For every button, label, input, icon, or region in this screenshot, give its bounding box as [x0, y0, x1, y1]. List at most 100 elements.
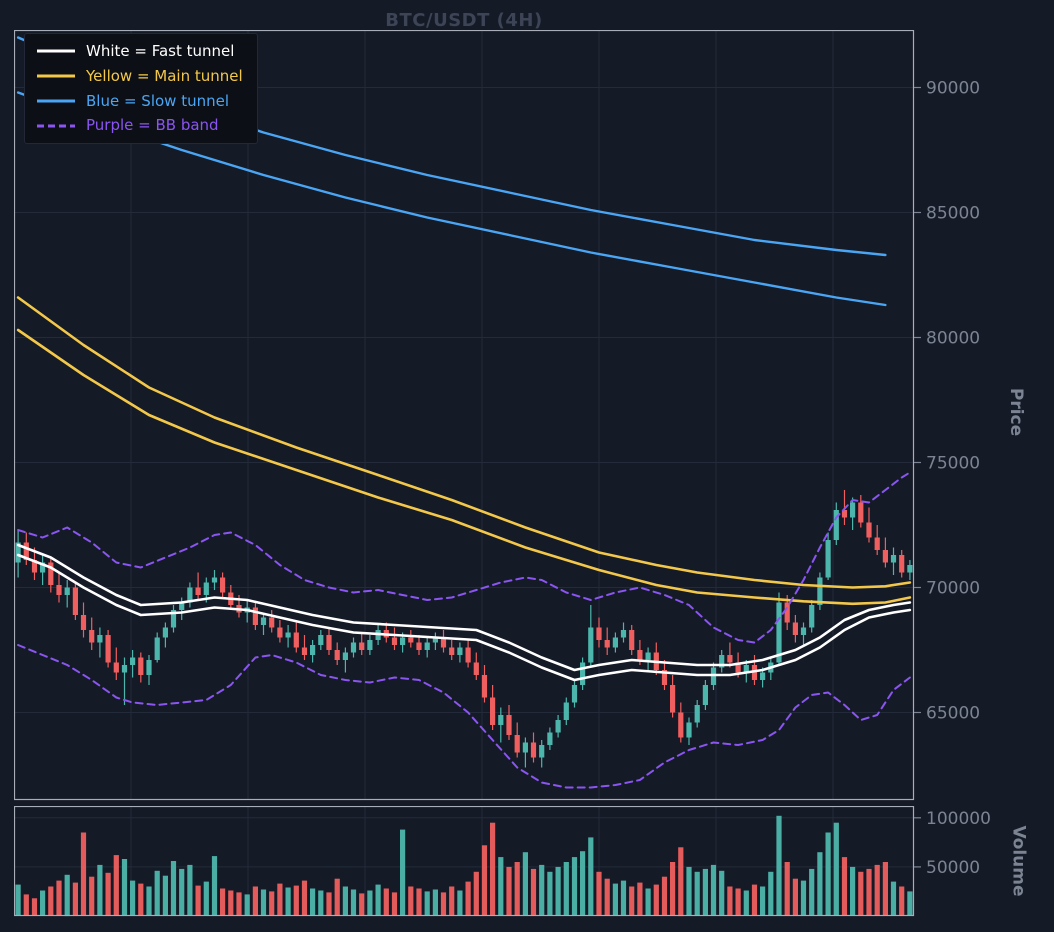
volume-bar — [350, 889, 357, 916]
candle-body — [490, 697, 496, 725]
volume-bar — [220, 888, 226, 916]
candle-body — [449, 647, 455, 655]
volume-bar — [735, 888, 741, 916]
fast_tunnel_upper-line — [16, 543, 912, 672]
volume-bar — [56, 880, 62, 916]
candle-body — [457, 647, 463, 655]
candle-body — [89, 630, 95, 643]
volume-bar — [563, 862, 569, 916]
candle-body — [179, 602, 185, 610]
volume-bar — [64, 874, 70, 917]
candle-body — [130, 657, 136, 665]
candle-body — [539, 745, 545, 758]
volume-bar — [841, 857, 848, 916]
candle-body — [318, 635, 324, 645]
candle-body — [203, 582, 209, 595]
volume-bar — [375, 884, 381, 916]
volume-bar — [874, 864, 880, 916]
volume-bar — [588, 837, 594, 916]
candle-body — [817, 577, 823, 605]
volume-bar — [661, 876, 668, 916]
volume-bar — [768, 871, 774, 916]
volume-bar — [301, 880, 308, 916]
candle-body — [882, 550, 888, 563]
candle-body — [105, 635, 111, 663]
volume-bar — [522, 852, 528, 916]
candle-body — [890, 555, 897, 563]
volume-bar — [670, 862, 676, 916]
candle-body — [596, 627, 602, 640]
volume-axis-label: Volume — [1008, 825, 1029, 897]
candle-body — [211, 577, 218, 583]
price-tick-label: 80000 — [926, 329, 980, 349]
price-gridlines — [14, 30, 914, 800]
volume-tick-label: 100000 — [926, 809, 991, 829]
candle-body — [31, 560, 38, 573]
candle-body — [408, 637, 414, 643]
legend-item-label: White = Fast tunnel — [86, 42, 235, 60]
price-axis-label: Price — [1006, 387, 1027, 437]
candle-body — [833, 510, 839, 540]
candle-body — [686, 722, 692, 738]
candle-body — [170, 610, 177, 628]
volume-bar — [211, 856, 218, 916]
volume-bar — [604, 878, 610, 916]
volume-bar — [72, 882, 78, 916]
volume-bar — [580, 851, 586, 916]
volume-bar — [432, 889, 438, 916]
volume-bar — [228, 890, 234, 916]
candle-body — [481, 675, 488, 698]
volume-bar — [130, 880, 136, 916]
volume-bar — [424, 891, 430, 916]
volume-bar — [310, 888, 316, 916]
price-chart: 90000 85000 80000 75000 70000 65000 — [14, 30, 980, 801]
candle-body — [514, 735, 520, 753]
candle-body — [162, 627, 168, 638]
volume-bar — [629, 886, 635, 916]
candle-body — [64, 587, 70, 595]
volume-bar — [179, 868, 185, 916]
purple-dashed-line-sample-icon — [37, 124, 75, 128]
candle-body — [424, 642, 430, 650]
candle-body — [858, 502, 864, 523]
candle-body — [97, 635, 103, 643]
volume-bar — [31, 898, 38, 916]
volume-bar — [899, 886, 905, 916]
volume-bar — [514, 862, 520, 916]
volume-bar — [252, 886, 258, 916]
volume-bar — [866, 868, 872, 916]
slow_tunnel_lower-line — [16, 91, 887, 307]
fast_tunnel_lower-line — [16, 553, 912, 682]
candle-body — [400, 637, 406, 645]
candle-body — [195, 587, 201, 595]
candle-body — [661, 670, 668, 685]
candle-body — [784, 602, 790, 623]
candle-body — [440, 637, 447, 648]
candle-body — [326, 635, 332, 650]
volume-bar — [645, 888, 651, 916]
candle-body — [792, 622, 798, 635]
candle-body — [301, 647, 308, 655]
main_tunnel_upper-line — [16, 296, 912, 589]
candle-body — [620, 630, 627, 638]
volume-bar — [473, 871, 479, 916]
volume-bar — [547, 871, 553, 916]
legend-item-label: Purple = BB band — [86, 116, 219, 135]
volume-bar — [481, 845, 488, 916]
volume-bar — [850, 866, 856, 916]
candle-body — [260, 617, 267, 625]
candle-body — [800, 627, 807, 635]
volume-bar — [277, 883, 283, 916]
volume-bar — [293, 885, 299, 916]
white-line-sample-icon — [37, 49, 75, 53]
volume-bar — [15, 884, 21, 916]
volume-bar — [907, 891, 913, 916]
candle-body — [825, 540, 831, 578]
volume-bar — [530, 868, 537, 916]
volume-bar — [825, 832, 831, 916]
volume-bar — [490, 822, 496, 916]
volume-bar — [539, 864, 545, 916]
candle-body — [678, 712, 684, 738]
candle-body — [907, 565, 913, 573]
legend-item: White = Fast tunnel — [36, 42, 243, 61]
